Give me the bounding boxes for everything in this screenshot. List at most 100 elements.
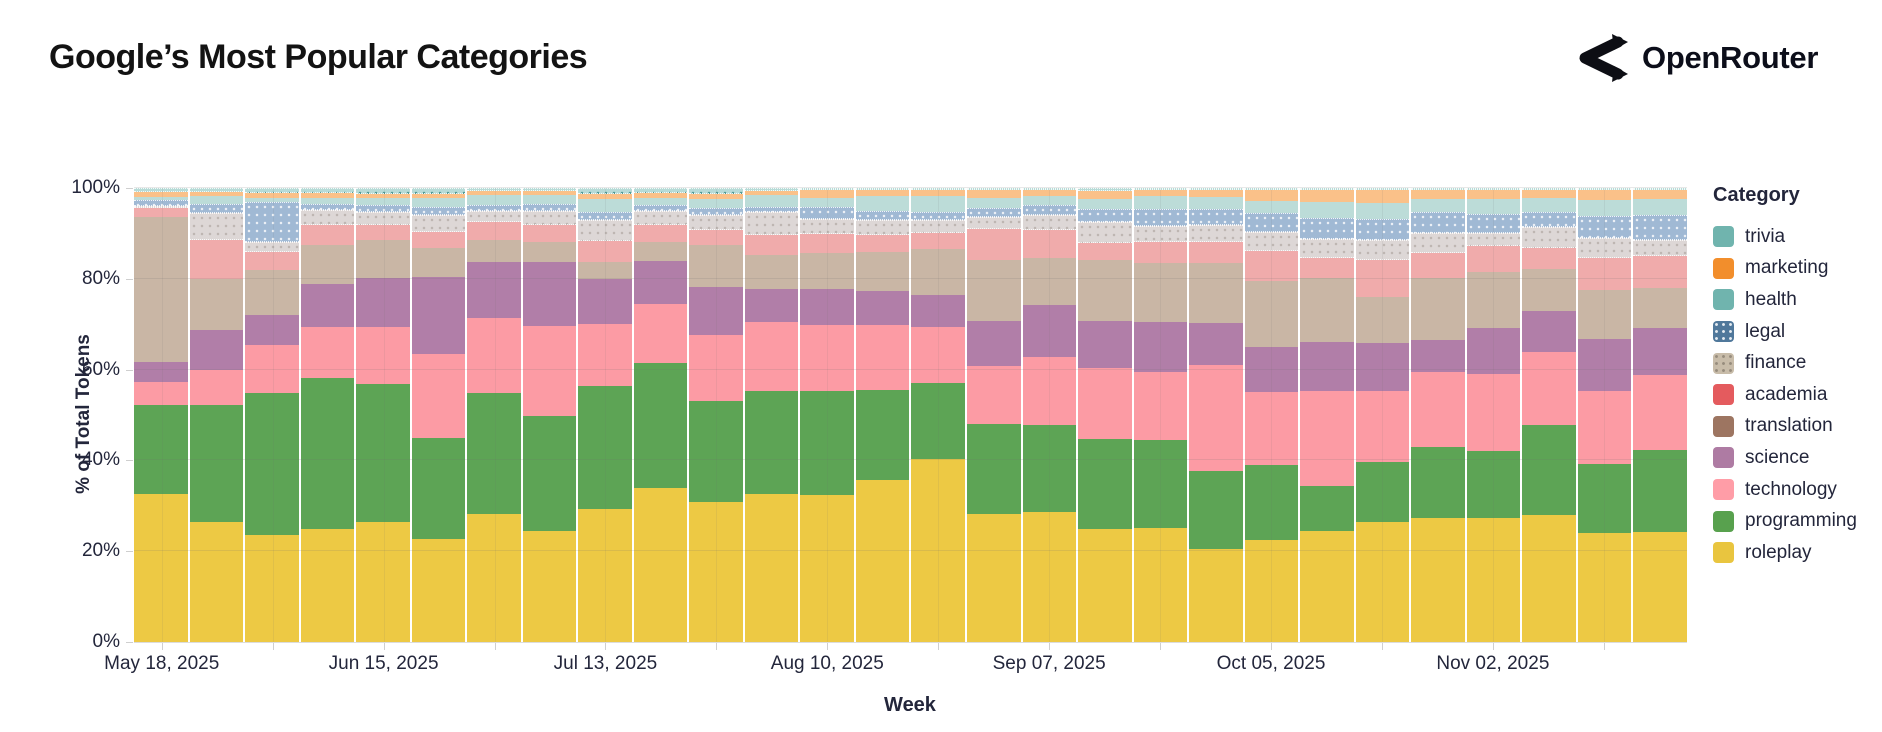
bar-segment-trivia[interactable] <box>1244 187 1299 190</box>
bar-segment-health[interactable] <box>467 195 521 205</box>
bar-segment-finance[interactable] <box>1466 232 1521 246</box>
bar-segment-translation[interactable] <box>911 248 965 296</box>
bar-segment-trivia[interactable] <box>1355 188 1410 190</box>
bar-segment-academia[interactable] <box>467 222 521 240</box>
bar-segment-translation[interactable] <box>578 261 632 279</box>
bar-segment-science[interactable] <box>1355 343 1410 392</box>
bar-week[interactable] <box>300 188 355 642</box>
bar-segment-programming[interactable] <box>1633 449 1687 533</box>
bar-week[interactable] <box>245 188 299 642</box>
bar-segment-roleplay[interactable] <box>1633 532 1687 642</box>
bar-segment-marketing[interactable] <box>1522 190 1576 198</box>
bar-segment-roleplay[interactable] <box>1522 514 1576 642</box>
bar-week[interactable] <box>1577 188 1632 642</box>
bar-segment-academia[interactable] <box>633 224 688 242</box>
bar-segment-academia[interactable] <box>855 234 910 252</box>
bar-segment-marketing[interactable] <box>1244 189 1299 201</box>
bar-segment-legal[interactable] <box>522 203 577 211</box>
bar-segment-marketing[interactable] <box>800 190 854 199</box>
bar-segment-finance[interactable] <box>689 214 743 230</box>
bar-segment-translation[interactable] <box>134 216 188 362</box>
bar-segment-programming[interactable] <box>1078 439 1132 529</box>
bar-segment-roleplay[interactable] <box>1300 530 1354 642</box>
bar-segment-roleplay[interactable] <box>1411 517 1465 642</box>
bar-segment-legal[interactable] <box>1355 219 1410 240</box>
bar-segment-marketing[interactable] <box>1577 190 1632 200</box>
bar-segment-health[interactable] <box>1411 198 1465 212</box>
bar-segment-academia[interactable] <box>1633 255 1687 289</box>
bar-segment-programming[interactable] <box>578 385 632 509</box>
bar-segment-legal[interactable] <box>467 204 521 211</box>
bar-segment-trivia[interactable] <box>911 188 965 191</box>
bar-segment-health[interactable] <box>1300 202 1354 218</box>
bar-segment-science[interactable] <box>1133 322 1188 372</box>
legend-item-legal[interactable]: legal <box>1713 316 1857 348</box>
bar-segment-programming[interactable] <box>689 400 743 503</box>
bar-segment-legal[interactable] <box>189 204 244 213</box>
bar-segment-legal[interactable] <box>300 203 355 210</box>
bar-segment-health[interactable] <box>1522 197 1576 212</box>
bar-segment-science[interactable] <box>1244 346 1299 393</box>
bar-week[interactable] <box>966 188 1021 642</box>
bar-segment-academia[interactable] <box>1522 248 1576 270</box>
bar-segment-trivia[interactable] <box>855 188 910 190</box>
bar-segment-technology[interactable] <box>1633 374 1687 450</box>
bar-segment-technology[interactable] <box>134 382 188 406</box>
bar-segment-technology[interactable] <box>855 324 910 391</box>
bar-segment-programming[interactable] <box>522 416 577 531</box>
bar-segment-health[interactable] <box>356 198 410 205</box>
bar-week[interactable] <box>1633 187 1687 642</box>
bar-segment-legal[interactable] <box>1633 215 1687 240</box>
bar-segment-academia[interactable] <box>1189 242 1243 263</box>
bar-segment-health[interactable] <box>1078 198 1132 209</box>
bar-week[interactable] <box>1522 188 1576 642</box>
bar-segment-health[interactable] <box>633 197 688 206</box>
bar-segment-trivia[interactable] <box>1522 188 1576 190</box>
bar-segment-academia[interactable] <box>1133 241 1188 263</box>
bar-segment-academia[interactable] <box>300 224 355 245</box>
bar-week[interactable] <box>1133 188 1188 642</box>
bar-segment-science[interactable] <box>189 330 244 371</box>
bar-segment-legal[interactable] <box>1411 211 1465 233</box>
bar-segment-finance[interactable] <box>189 212 244 240</box>
bar-week[interactable] <box>689 188 743 642</box>
bar-segment-technology[interactable] <box>300 326 355 379</box>
bar-segment-marketing[interactable] <box>1355 190 1410 204</box>
bar-segment-science[interactable] <box>300 284 355 327</box>
bar-segment-finance[interactable] <box>1577 237 1632 259</box>
bar-segment-science[interactable] <box>1466 327 1521 375</box>
bar-segment-academia[interactable] <box>744 234 799 255</box>
bar-segment-roleplay[interactable] <box>467 514 521 642</box>
bar-segment-roleplay[interactable] <box>1577 533 1632 642</box>
bar-segment-science[interactable] <box>744 288 799 322</box>
bar-segment-programming[interactable] <box>744 390 799 495</box>
bar-segment-roleplay[interactable] <box>633 487 688 642</box>
bar-segment-trivia[interactable] <box>300 188 355 194</box>
bar-segment-academia[interactable] <box>1022 229 1077 259</box>
bar-segment-technology[interactable] <box>1133 371 1188 441</box>
bar-segment-technology[interactable] <box>1189 365 1243 472</box>
bar-segment-roleplay[interactable] <box>1244 539 1299 642</box>
legend-item-marketing[interactable]: marketing <box>1713 253 1857 285</box>
bar-segment-technology[interactable] <box>1577 390 1632 464</box>
bar-segment-translation[interactable] <box>744 254 799 289</box>
bar-segment-marketing[interactable] <box>522 190 577 195</box>
bar-segment-finance[interactable] <box>245 241 299 252</box>
bar-segment-science[interactable] <box>1078 321 1132 369</box>
bar-segment-programming[interactable] <box>1244 465 1299 540</box>
bar-segment-roleplay[interactable] <box>689 502 743 642</box>
bar-segment-translation[interactable] <box>1244 280 1299 347</box>
bar-segment-marketing[interactable] <box>189 191 244 197</box>
bar-segment-science[interactable] <box>467 262 521 319</box>
bar-segment-translation[interactable] <box>1577 289 1632 339</box>
bar-segment-finance[interactable] <box>1022 214 1077 230</box>
legend-item-roleplay[interactable]: roleplay <box>1713 537 1857 569</box>
bar-segment-trivia[interactable] <box>633 188 688 194</box>
bar-segment-marketing[interactable] <box>467 191 521 196</box>
bar-segment-science[interactable] <box>522 262 577 327</box>
bar-segment-health[interactable] <box>1189 197 1243 210</box>
bar-segment-marketing[interactable] <box>134 192 188 198</box>
bar-segment-legal[interactable] <box>356 204 410 212</box>
bar-segment-legal[interactable] <box>744 206 799 212</box>
bar-segment-translation[interactable] <box>1633 288 1687 329</box>
